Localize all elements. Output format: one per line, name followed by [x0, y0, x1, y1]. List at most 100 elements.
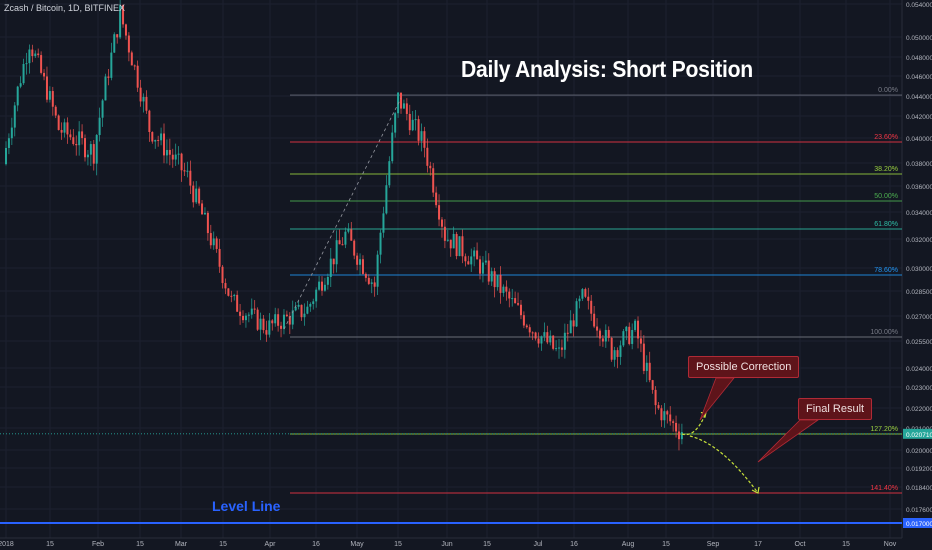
- candle-body: [414, 119, 417, 121]
- candle-body: [332, 258, 335, 265]
- candle-body: [610, 337, 613, 360]
- level-line-label: Level Line: [212, 498, 281, 514]
- candle-body: [376, 254, 379, 287]
- candle-body: [10, 127, 13, 139]
- candle-body: [212, 238, 215, 246]
- candle-body: [467, 261, 470, 265]
- candle-body: [341, 244, 344, 246]
- price-tick-label: 0.024000: [906, 366, 932, 373]
- price-tick-label: 0.034000: [906, 210, 932, 217]
- candle-body: [268, 320, 271, 335]
- candle-body: [329, 258, 332, 278]
- candle-body: [575, 301, 578, 327]
- candle-body: [92, 144, 95, 164]
- fib-level-label: 141.40%: [870, 485, 898, 492]
- candle-body: [25, 63, 28, 65]
- candle-body: [663, 411, 666, 421]
- candle-body: [28, 49, 31, 64]
- callout-2-pointer: [757, 419, 820, 463]
- candle-body: [511, 298, 514, 300]
- candle-body: [484, 260, 487, 263]
- price-tick-label: 0.054000: [906, 2, 932, 9]
- candle-body: [613, 350, 616, 360]
- candle-body: [163, 133, 166, 156]
- candle-body: [391, 132, 394, 162]
- candle-body: [411, 119, 414, 131]
- candle-body: [244, 315, 247, 321]
- candle-body: [584, 289, 587, 297]
- candle-body: [297, 304, 300, 307]
- candle-body: [122, 5, 125, 25]
- price-tick-label: 0.019200: [906, 466, 932, 473]
- candle-body: [119, 5, 122, 38]
- candle-body: [209, 233, 212, 246]
- candle-body: [133, 65, 136, 67]
- candle-body: [183, 170, 186, 172]
- fib-level-label: 127.20%: [870, 426, 898, 433]
- candle-body: [490, 271, 493, 282]
- candle-body: [13, 105, 16, 128]
- candle-body: [522, 315, 525, 326]
- candle-body: [634, 320, 637, 330]
- candle-body: [127, 35, 130, 53]
- candle-body: [323, 284, 326, 291]
- price-tick-label: 0.046000: [906, 74, 932, 81]
- candle-body: [502, 286, 505, 293]
- candle-body: [233, 294, 236, 297]
- candle-body: [654, 389, 657, 406]
- candle-body: [60, 129, 63, 133]
- candle-body: [89, 144, 92, 155]
- candle-body: [546, 332, 549, 343]
- candle-body: [242, 315, 245, 321]
- candle-body: [110, 52, 113, 78]
- candle-body: [347, 229, 350, 232]
- candle-body: [435, 192, 438, 206]
- candle-body: [201, 203, 204, 215]
- candle-body: [315, 289, 318, 302]
- candle-body: [367, 277, 370, 284]
- final-path: [689, 435, 759, 494]
- candle-body: [247, 314, 250, 316]
- candle-body: [177, 153, 180, 155]
- candle-body: [7, 138, 10, 148]
- candle-body: [397, 92, 400, 114]
- fib-level-label: 0.00%: [878, 87, 898, 94]
- candle-body: [364, 273, 367, 278]
- candle-body: [560, 347, 563, 350]
- candle-body: [677, 431, 680, 440]
- price-tick-label: 0.028500: [906, 289, 932, 296]
- candle-body: [370, 282, 373, 284]
- candle-body: [34, 53, 37, 57]
- candle-body: [31, 49, 34, 57]
- price-tick-label: 0.017600: [906, 507, 932, 514]
- candle-body: [432, 168, 435, 193]
- price-tick-label: 0.032000: [906, 237, 932, 244]
- candle-body: [660, 408, 663, 421]
- candle-body: [578, 298, 581, 302]
- candle-body: [107, 76, 110, 78]
- candle-body: [22, 64, 25, 84]
- candle-body: [215, 238, 218, 249]
- price-tick-label: 0.038000: [906, 161, 932, 168]
- candle-body: [40, 55, 43, 73]
- candle-body: [619, 345, 622, 357]
- time-tick-label: 17: [754, 541, 762, 548]
- candle-body: [5, 147, 7, 165]
- candle-body: [262, 318, 265, 331]
- candle-body: [394, 113, 397, 133]
- candle-body: [669, 414, 672, 422]
- time-tick-label: Feb: [92, 541, 104, 548]
- candle-body: [458, 236, 461, 257]
- candle-body: [531, 332, 534, 334]
- time-tick-label: Jul: [534, 541, 543, 548]
- candle-body: [382, 213, 385, 233]
- candle-body: [558, 347, 561, 349]
- candle-body: [481, 262, 484, 274]
- candle-body: [508, 291, 511, 299]
- candle-body: [16, 86, 19, 106]
- price-tick-label: 0.050000: [906, 35, 932, 42]
- fib-level-label: 100.00%: [870, 329, 898, 336]
- candle-body: [426, 147, 429, 166]
- candle-body: [596, 326, 599, 331]
